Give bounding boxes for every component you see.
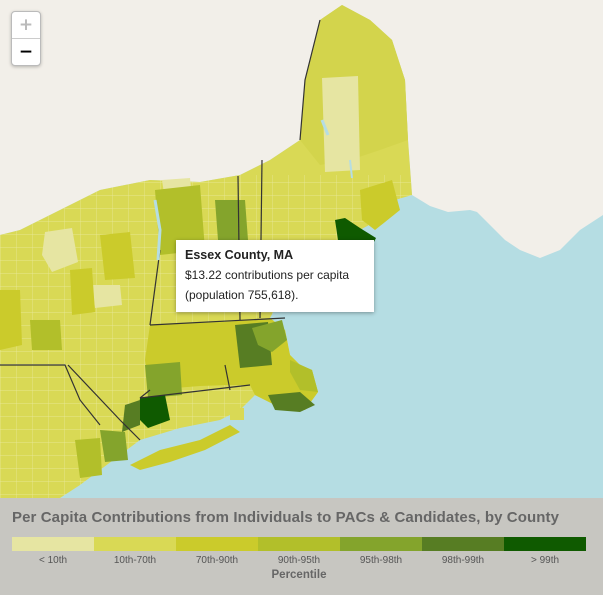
legend-swatch-3 (176, 537, 258, 551)
piscataquis-county (322, 76, 360, 172)
zoom-out-button[interactable]: − (18, 42, 34, 62)
fairfield-county (138, 395, 170, 428)
legend-color-bar (12, 537, 586, 551)
hancock-county (335, 218, 376, 246)
county-tooltip: Essex County, MA $13.22 contributions pe… (176, 240, 374, 312)
legend-swatch-1 (12, 537, 94, 551)
legend-swatch-4 (258, 537, 340, 551)
legend-label: 98th-99th (441, 555, 485, 566)
legend-labels: < 10th 10th-70th 70th-90th 90th-95th 95t… (12, 555, 586, 566)
nova-scotia (470, 170, 603, 258)
zoom-in-button[interactable]: + (12, 12, 40, 39)
legend-panel: Per Capita Contributions from Individual… (0, 498, 603, 595)
legend-label: 10th-70th (113, 555, 157, 566)
canada-land (0, 0, 603, 248)
legend-swatch-6 (422, 537, 504, 551)
legend-label: 90th-95th (277, 555, 321, 566)
tooltip-county-name: Essex County, MA (185, 248, 294, 262)
tooltip-population: (population 755,618). (185, 288, 299, 302)
legend-swatch-5 (340, 537, 422, 551)
map-canvas[interactable] (0, 0, 603, 498)
legend-swatch-7 (504, 537, 586, 551)
zoom-control: + − (11, 11, 41, 66)
map-area[interactable]: + − Essex County, MA $13.22 contribution… (0, 0, 603, 498)
legend-axis-label: Percentile (271, 569, 327, 581)
tooltip-value: $13.22 contributions per capita (185, 268, 350, 282)
legend-label: < 10th (38, 555, 68, 566)
legend-title: Per Capita Contributions from Individual… (12, 509, 560, 526)
legend-label: > 99th (530, 555, 560, 566)
legend-label: 95th-98th (359, 555, 403, 566)
legend-swatch-2 (94, 537, 176, 551)
legend-label: 70th-90th (195, 555, 239, 566)
